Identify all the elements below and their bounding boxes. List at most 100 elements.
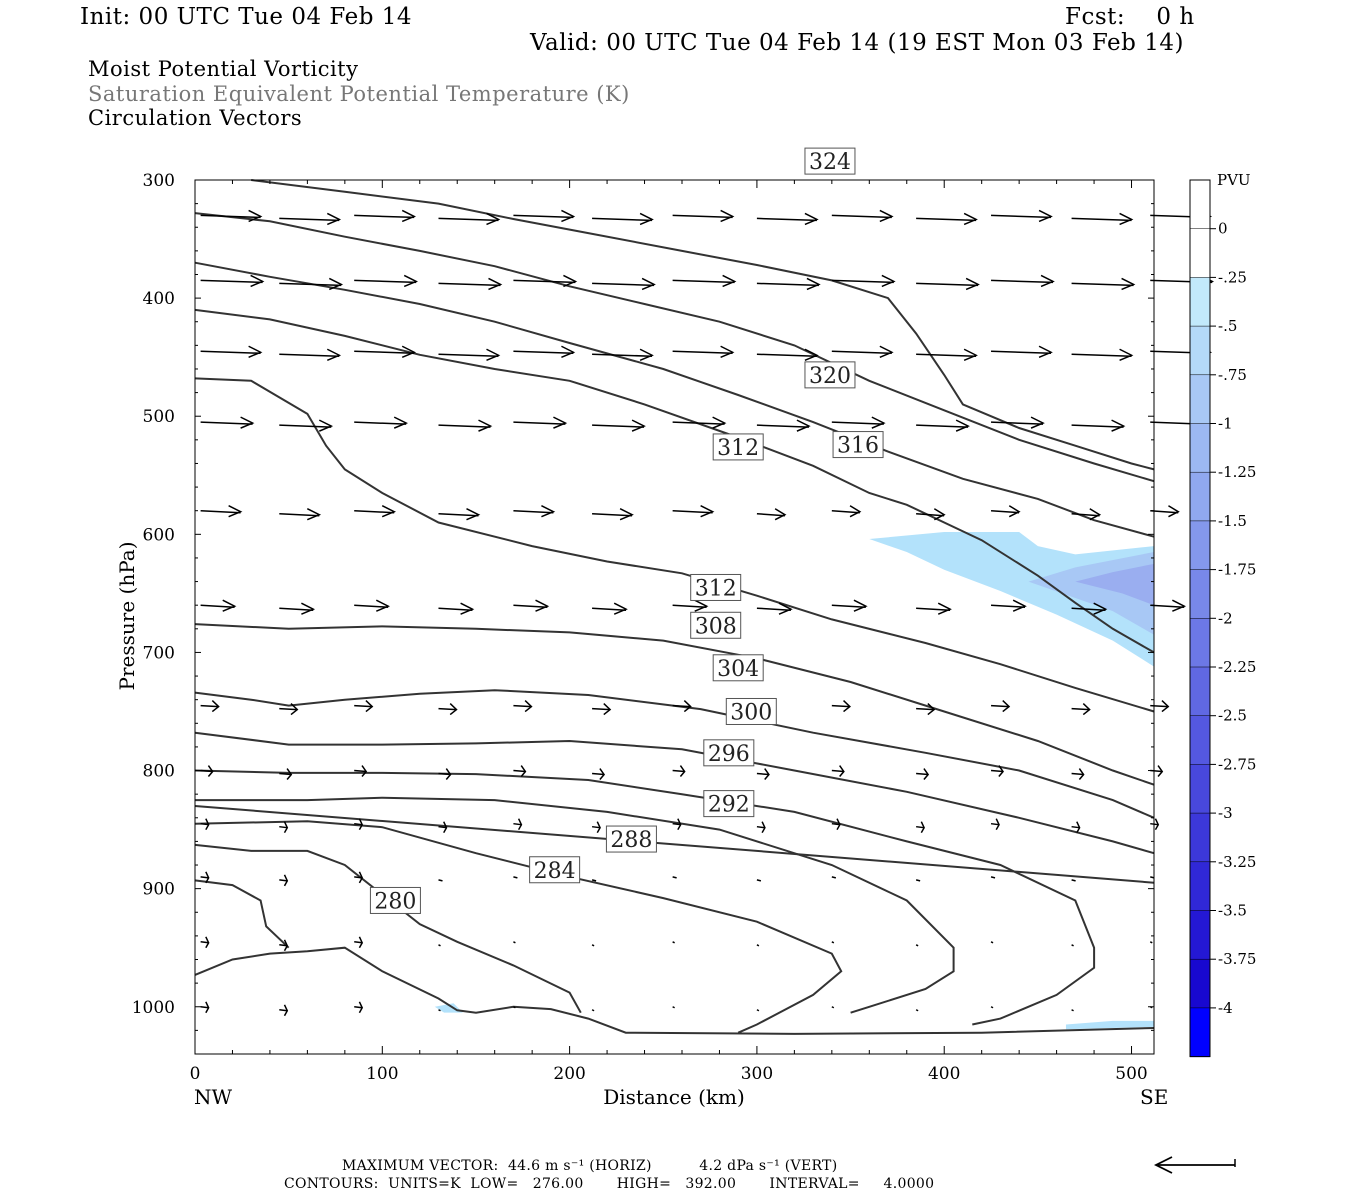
circulation-vector xyxy=(513,876,518,879)
pv-shade-region xyxy=(869,531,1154,667)
init-time: Init: 00 UTC Tue 04 Feb 14 xyxy=(80,4,413,30)
circulation-vector xyxy=(672,1006,675,1009)
circulation-vector xyxy=(916,419,970,432)
circulation-vector xyxy=(756,348,819,361)
x-tick-label: 500 xyxy=(1115,1064,1147,1084)
circulation-vector xyxy=(200,274,265,288)
circulation-vector xyxy=(990,818,1000,831)
circulation-vector xyxy=(1150,700,1170,713)
colorbar-swatch xyxy=(1190,520,1210,571)
circulation-vector xyxy=(991,700,1011,713)
circulation-vector xyxy=(592,419,646,432)
circulation-vector xyxy=(831,700,851,713)
circulation-vector xyxy=(592,508,634,521)
pv-shade-region xyxy=(1075,563,1154,606)
circulation-vector xyxy=(513,599,550,612)
svg-text:320: 320 xyxy=(809,364,851,389)
circulation-vector xyxy=(756,879,762,882)
circulation-vector xyxy=(756,277,821,291)
circulation-vector xyxy=(915,879,921,882)
circulation-vector xyxy=(354,274,419,288)
circulation-vector xyxy=(1071,277,1136,291)
svg-text:312: 312 xyxy=(717,436,759,461)
y-tick-label: 900 xyxy=(143,880,175,900)
svg-text:324: 324 xyxy=(809,150,851,175)
colorbar-label: -3.5 xyxy=(1218,902,1247,920)
circulation-vector xyxy=(916,508,946,521)
svg-text:296: 296 xyxy=(708,742,750,767)
contour-label-304: 304 xyxy=(712,654,764,682)
circulation-vector xyxy=(991,209,1053,223)
theta-e-contour-316 xyxy=(194,261,1155,538)
x-tick-label: 200 xyxy=(553,1064,585,1084)
y-tick-label: 600 xyxy=(143,525,175,545)
circulation-vector xyxy=(1071,768,1085,781)
circulation-vector xyxy=(831,1006,835,1009)
colorbar-label: -3.75 xyxy=(1218,950,1256,968)
x-tick-label: 300 xyxy=(741,1064,773,1084)
circulation-vector xyxy=(672,700,692,713)
circulation-vector xyxy=(200,765,214,778)
circulation-vector xyxy=(916,277,980,291)
circulation-vector xyxy=(831,345,894,358)
colorbar-swatch xyxy=(1190,472,1210,522)
theta-e-contour-324 xyxy=(251,179,1155,471)
theta-e-contour-288 xyxy=(194,820,843,1034)
circulation-vector xyxy=(513,345,576,358)
max-vector-note: MAXIMUM VECTOR: 44.6 m s⁻¹ (HORIZ) 4.2 d… xyxy=(342,1158,838,1174)
circulation-vector xyxy=(1071,944,1074,947)
circulation-vector xyxy=(672,941,675,944)
circulation-vector xyxy=(990,765,1004,778)
colorbar-swatch xyxy=(1190,374,1210,424)
contour-label-320: 320 xyxy=(804,361,856,389)
contour-label-292: 292 xyxy=(703,790,755,818)
svg-text:304: 304 xyxy=(717,657,759,682)
circulation-vector xyxy=(592,348,654,361)
circulation-vector xyxy=(991,416,1045,429)
theta-e-contour-304 xyxy=(194,689,1155,819)
svg-text:300: 300 xyxy=(730,700,772,725)
circulation-vector xyxy=(438,419,493,432)
circulation-vector xyxy=(513,700,533,713)
circulation-vector xyxy=(279,821,289,834)
circulation-vector xyxy=(831,274,896,288)
circulation-vector xyxy=(592,768,606,781)
circulation-vector xyxy=(990,1006,994,1009)
colorbar-swatch xyxy=(1190,423,1210,473)
svg-text:280: 280 xyxy=(374,889,416,914)
colorbar-label: -1 xyxy=(1218,415,1233,433)
theta-e-contour-300 xyxy=(194,731,1155,855)
theta-e-contours-layer xyxy=(194,179,1155,1035)
circulation-vector xyxy=(354,936,364,949)
colorbar-swatch xyxy=(1190,277,1210,327)
circulation-vector xyxy=(831,416,886,429)
pv-shading-layer xyxy=(434,531,1154,1030)
x-tick-label: 0 xyxy=(190,1064,201,1084)
theta-e-contour-320 xyxy=(194,212,1155,483)
circulation-vector xyxy=(354,700,374,713)
circulation-vector xyxy=(279,419,334,432)
circulation-vector xyxy=(438,821,448,834)
svg-text:284: 284 xyxy=(534,859,576,884)
circulation-vector xyxy=(756,768,770,781)
svg-text:308: 308 xyxy=(695,614,737,639)
colorbar-label: -2.75 xyxy=(1218,755,1256,773)
circulation-vector xyxy=(916,212,978,226)
circulation-vector xyxy=(831,765,845,778)
circulation-vector xyxy=(1149,941,1153,944)
circulation-vector xyxy=(592,212,654,226)
circulation-vector xyxy=(438,703,458,716)
contour-label-308: 308 xyxy=(690,611,742,639)
reference-vector-arrow xyxy=(1153,1156,1236,1174)
circulation-vector xyxy=(916,821,925,834)
colorbar-label: -.75 xyxy=(1218,366,1247,384)
circulation-vector xyxy=(1150,505,1180,518)
circulation-vector xyxy=(438,508,481,521)
colorbar-swatch xyxy=(1190,569,1210,619)
circulation-vector xyxy=(916,703,936,716)
circulation-vector xyxy=(831,818,841,831)
contour-label-324: 324 xyxy=(804,147,856,175)
circulation-vector xyxy=(438,277,503,291)
circulation-vector xyxy=(438,1009,441,1012)
